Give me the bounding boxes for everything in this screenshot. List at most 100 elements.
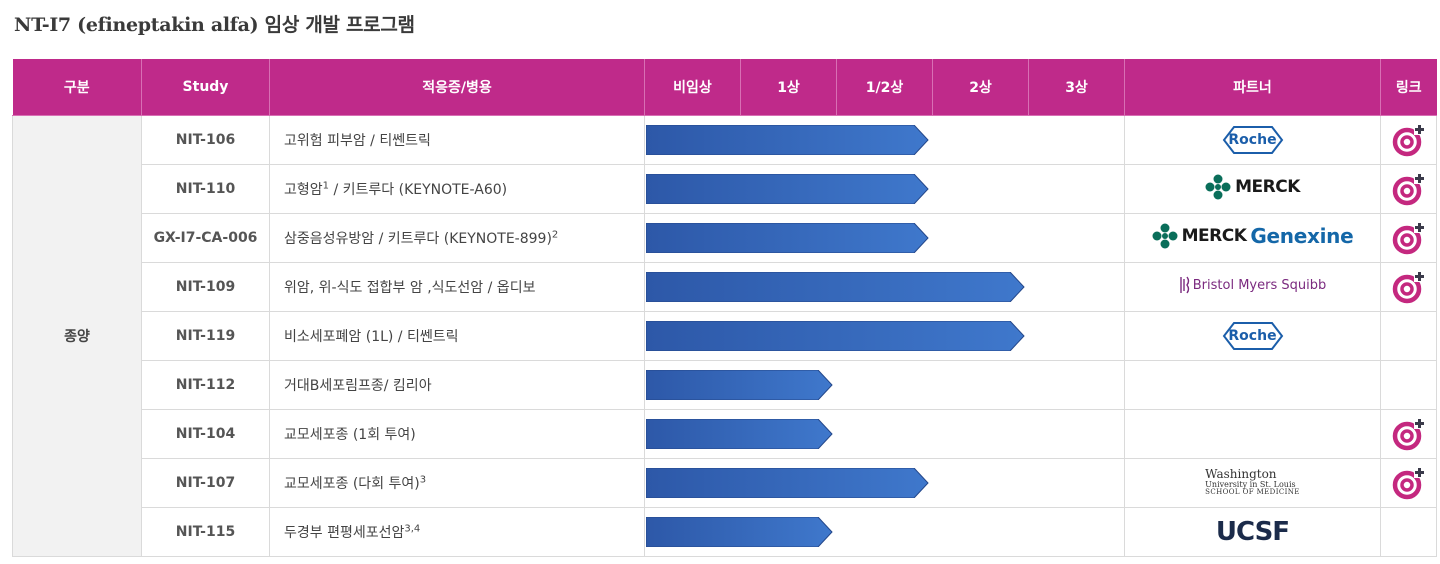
roche-logo	[1222, 125, 1284, 155]
link-cell[interactable]	[1380, 458, 1437, 508]
indication-footnote: 3,4	[404, 523, 421, 535]
merck-icon	[1205, 174, 1231, 200]
category-cell: 종양	[12, 115, 142, 557]
partner-cell: Roche	[1124, 311, 1381, 361]
link-cell[interactable]	[1380, 262, 1437, 312]
link-cell[interactable]	[1380, 409, 1437, 459]
table-header-row: 구분 Study 적응증/병용 비임상 1상 1/2상 2상 3상 파트너 링크	[12, 59, 1437, 116]
indication-footnote: 2	[551, 229, 559, 241]
header-partner: 파트너	[1124, 59, 1381, 116]
study-cell: NIT-119	[141, 311, 270, 361]
genexine-logo: Genexine	[1250, 224, 1354, 248]
table-row: NIT-112 거대B세포림프종/ 킴리아	[13, 360, 1437, 410]
table-row: GX-I7-CA-006 삼중음성유방암 / 키트루다 (KEYNOTE-899)…	[13, 213, 1437, 263]
study-cell: GX-I7-CA-006	[141, 213, 270, 263]
merck-logo: MERCK Genexine	[1152, 223, 1354, 249]
indication-cell: 비소세포폐암 (1L) / 티쎈트릭	[269, 311, 645, 361]
link-target-icon[interactable]	[1392, 221, 1426, 255]
indication-text: 삼중음성유방암 / 키트루다 (KEYNOTE-899)	[284, 231, 552, 247]
bms-logo: Bristol Myers Squibb	[1179, 276, 1326, 294]
table-row: NIT-107 교모세포종 (다회 투여)3 Washington Universit…	[13, 458, 1437, 508]
bms-icon	[1180, 276, 1189, 294]
header-category: 구분	[12, 59, 142, 116]
header-phase-1-2: 1/2상	[836, 59, 933, 116]
header-phase-preclinical: 비임상	[644, 59, 741, 116]
progress-cell	[644, 115, 1125, 165]
study-cell: NIT-115	[141, 507, 270, 557]
progress-bar	[646, 321, 1028, 351]
header-link: 링크	[1380, 59, 1437, 116]
partner-cell: Roche	[1124, 115, 1381, 165]
page-title: NT-I7 (efineptakin alfa) 임상 개발 프로그램	[14, 14, 415, 36]
washu-logo: Washington University in St. Louis SCHOOL …	[1205, 468, 1300, 496]
link-cell	[1380, 360, 1437, 410]
indication-cell: 두경부 편평세포선암3,4	[269, 507, 645, 557]
washu-logo-line1: Washington	[1205, 467, 1277, 481]
progress-bar	[646, 223, 932, 253]
roche-logo	[1222, 321, 1284, 351]
bms-logo-text: Bristol Myers Squibb	[1192, 277, 1327, 293]
merck-logo-text: MERCK	[1235, 177, 1300, 197]
table-row: 종양 NIT-106 고위험 피부암 / 티쎈트릭 Roche	[12, 115, 1437, 557]
link-target-icon[interactable]	[1392, 123, 1426, 157]
table-row: NIT-104 교모세포종 (1회 투여)	[13, 409, 1437, 459]
progress-bar	[646, 468, 932, 498]
link-cell[interactable]	[1380, 213, 1437, 263]
progress-cell	[644, 458, 1125, 508]
link-cell[interactable]	[1380, 115, 1437, 165]
progress-cell	[644, 507, 1125, 557]
indication-cell: 교모세포종 (1회 투여)	[269, 409, 645, 459]
study-cell: NIT-109	[141, 262, 270, 312]
header-indication: 적응증/병용	[269, 59, 645, 116]
progress-cell	[644, 409, 1125, 459]
study-cell: NIT-107	[141, 458, 270, 508]
partner-cell: Washington University in St. Louis SCHOOL …	[1124, 458, 1381, 508]
washu-logo-line3: SCHOOL OF MEDICINE	[1205, 487, 1300, 496]
indication-cell: 고위험 피부암 / 티쎈트릭	[269, 115, 645, 165]
indication-text: 비소세포폐암 (1L) / 티쎈트릭	[284, 329, 459, 345]
merck-logo-text: MERCK	[1181, 226, 1247, 246]
partner-cell: UCSF	[1124, 507, 1381, 557]
partner-cell: MERCK	[1124, 164, 1381, 214]
link-cell	[1380, 311, 1437, 361]
indication-cell: 위암, 위-식도 접합부 암 ,식도선암 / 옵디보	[269, 262, 645, 312]
study-cell: NIT-104	[141, 409, 270, 459]
clinical-pipeline-table: 구분 Study 적응증/병용 비임상 1상 1/2상 2상 3상 파트너 링크…	[12, 59, 1437, 557]
indication-text: 위암, 위-식도 접합부 암 ,식도선암 / 옵디보	[284, 280, 536, 296]
header-phase-2: 2상	[932, 59, 1029, 116]
table-row: NIT-109 위암, 위-식도 접합부 암 ,식도선암 / 옵디보 Bristol…	[13, 262, 1437, 312]
progress-cell	[644, 360, 1125, 410]
roche-logo-text: Roche	[1228, 328, 1277, 344]
table-row: NIT-115 두경부 편평세포선암3,4 UCSF	[13, 507, 1437, 557]
indication-text: 고형암	[284, 182, 323, 198]
link-target-icon[interactable]	[1392, 172, 1426, 206]
merck-icon	[1152, 223, 1178, 249]
progress-bar	[646, 517, 836, 547]
link-target-icon[interactable]	[1392, 270, 1426, 304]
indication-text: 교모세포종 (다회 투여)	[284, 476, 420, 492]
link-target-icon[interactable]	[1392, 417, 1426, 451]
header-phase-1: 1상	[740, 59, 837, 116]
partner-cell: MERCK Genexine	[1124, 213, 1381, 263]
link-cell[interactable]	[1380, 164, 1437, 214]
study-cell: NIT-110	[141, 164, 270, 214]
progress-bar	[646, 125, 932, 155]
indication-cell: 거대B세포림프종/ 킴리아	[269, 360, 645, 410]
partner-cell	[1124, 409, 1381, 459]
link-target-icon[interactable]	[1392, 466, 1426, 500]
table-row: NIT-119 비소세포폐암 (1L) / 티쎈트릭 Roche	[13, 311, 1437, 361]
indication-footnote: 3	[419, 474, 427, 486]
indication-cell: 삼중음성유방암 / 키트루다 (KEYNOTE-899)2	[269, 213, 645, 263]
partner-cell: Bristol Myers Squibb	[1124, 262, 1381, 312]
indication-text: 두경부 편평세포선암	[284, 525, 405, 541]
indication-cell: 고형암1 / 키트루다 (KEYNOTE-A60)	[269, 164, 645, 214]
progress-cell	[644, 311, 1125, 361]
partner-cell	[1124, 360, 1381, 410]
progress-cell	[644, 262, 1125, 312]
progress-bar	[646, 370, 836, 400]
indication-cell: 교모세포종 (다회 투여)3	[269, 458, 645, 508]
washu-logo-line2: University in St. Louis	[1205, 479, 1296, 489]
study-cell: NIT-112	[141, 360, 270, 410]
indication-footnote: 1	[322, 180, 330, 192]
header-phase-3: 3상	[1028, 59, 1125, 116]
